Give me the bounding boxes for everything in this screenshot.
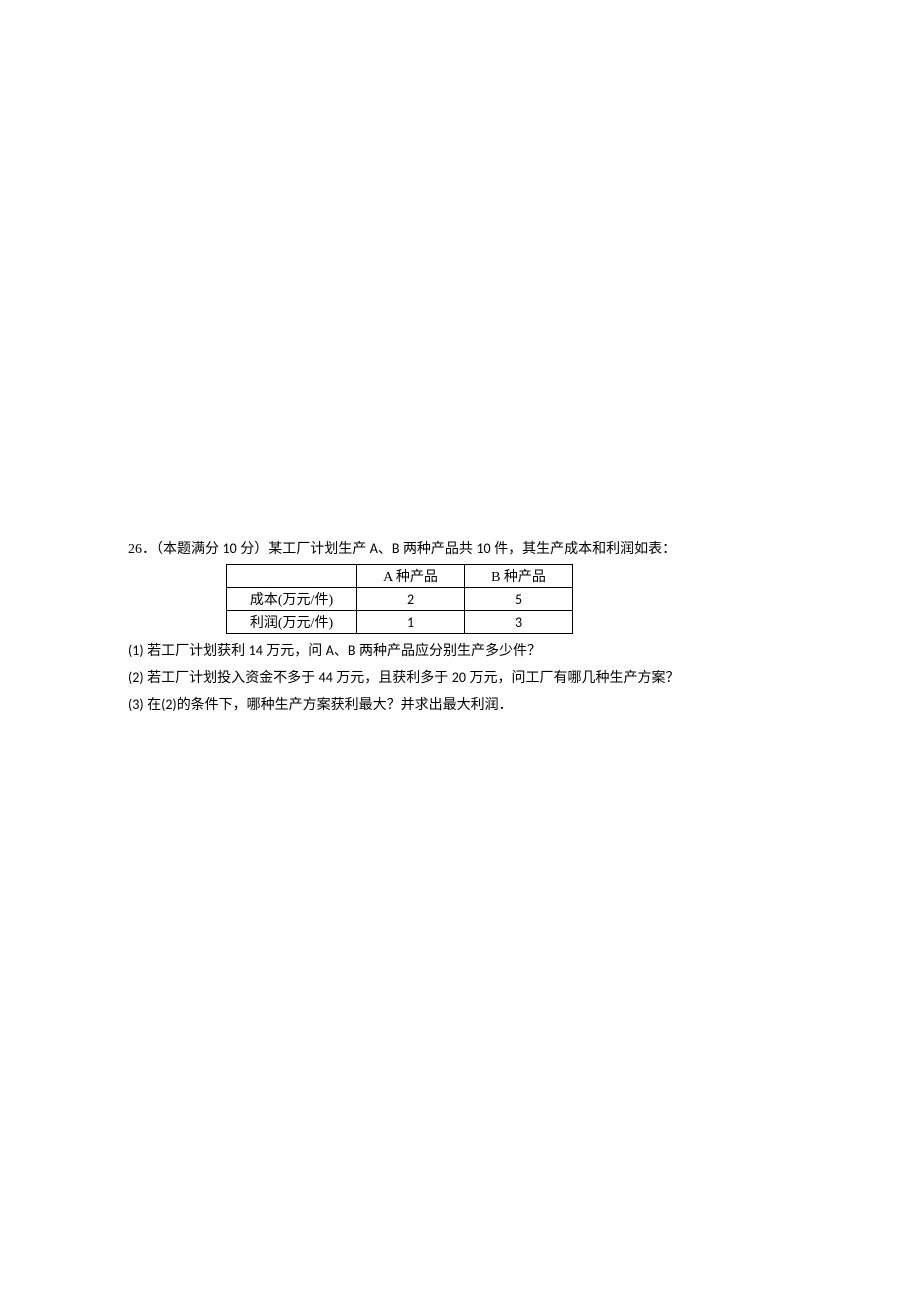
question-stem-line: 26．（本题满分 10 分）某工厂计划生产 A、B 两种产品共 10 件，其生产… [128,538,808,561]
question-number: 26 [128,542,142,557]
mid-text: 两种产品共 [399,542,476,557]
sub-q3-text1: 在 [144,698,162,713]
cost-label: 成本(万元/件) [227,588,357,611]
sub-q1-sep: 、 [334,644,348,659]
profit-label: 利润(万元/件) [227,611,357,634]
profit-a: 1 [357,611,465,634]
sub-q1-text2: 万元，问 [263,644,326,659]
data-table-container: A 种产品 B 种产品 成本(万元/件) 2 5 利润(万元/件) 1 3 [226,564,808,634]
sub-q1-value: 14 [249,642,263,659]
header-product-b: B 种产品 [465,565,573,588]
sub-q1-text1: 若工厂计划获利 [144,644,249,659]
sub-question-2: (2) 若工厂计划投入资金不多于 44 万元，且获利多于 20 万元，问工厂有哪… [128,665,808,692]
total-count: 10 [476,540,490,557]
sub-question-3: (3) 在(2)的条件下，哪种生产方案获利最大？并求出最大利润． [128,692,808,719]
sub-q2-text3: 万元，问工厂有哪几种生产方案？ [466,671,680,686]
question-block: 26．（本题满分 10 分）某工厂计划生产 A、B 两种产品共 10 件，其生产… [128,538,808,719]
sub-question-1: (1) 若工厂计划获利 14 万元，问 A、B 两种产品应分别生产多少件？ [128,638,808,665]
sub-q3-ref: (2) [161,696,177,713]
sub-q2-number: (2) [128,669,144,686]
sub-q3-text2: 的条件下，哪种生产方案获利最大？并求出最大利润． [177,698,513,713]
sub-q2-text2: 万元，且获利多于 [333,671,452,686]
points-suffix: 分）某工厂计划生产 [237,542,370,557]
sub-q1-text3: 两种产品应分别生产多少件？ [356,644,542,659]
header-empty-cell [227,565,357,588]
points-value: 10 [223,540,237,557]
product-a: A [370,540,378,557]
sub-q2-text1: 若工厂计划投入资金不多于 [144,671,319,686]
stem-suffix: 件，其生产成本和利润如表： [491,542,677,557]
header-product-a: A 种产品 [357,565,465,588]
sub-q3-number: (3) [128,696,144,713]
sub-q1-number: (1) [128,642,144,659]
cost-profit-table: A 种产品 B 种产品 成本(万元/件) 2 5 利润(万元/件) 1 3 [226,564,573,634]
sub-q2-value1: 44 [319,669,333,686]
separator: 、 [378,542,392,557]
sub-q1-b: B [348,642,356,659]
points-prefix: ．（本题满分 [142,542,223,557]
table-cost-row: 成本(万元/件) 2 5 [227,588,573,611]
sub-q1-a: A [326,642,334,659]
profit-b: 3 [465,611,573,634]
cost-a: 2 [357,588,465,611]
sub-q2-value2: 20 [452,669,466,686]
table-header-row: A 种产品 B 种产品 [227,565,573,588]
cost-b: 5 [465,588,573,611]
table-profit-row: 利润(万元/件) 1 3 [227,611,573,634]
